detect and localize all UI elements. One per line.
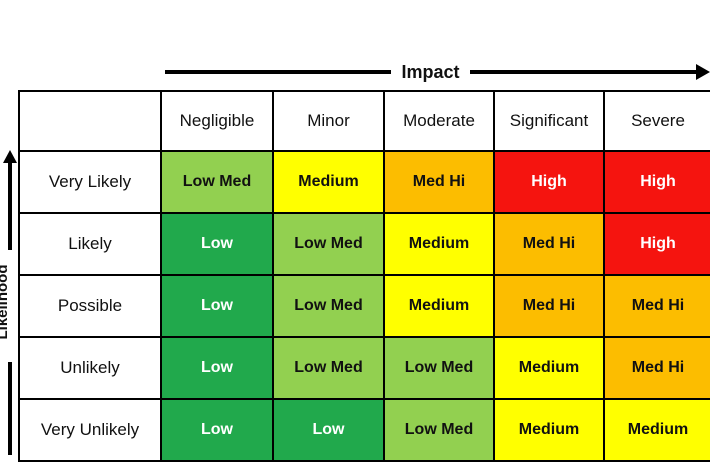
- impact-axis-arrowhead-icon: [696, 64, 710, 80]
- likelihood-axis-line-upper: [8, 162, 12, 250]
- matrix-row-very-unlikely: Very Unlikely Low Low Low Med Medium Med…: [18, 398, 710, 462]
- row-header-likely: Likely: [18, 212, 162, 276]
- risk-cell: Medium: [383, 274, 495, 338]
- impact-axis: Impact: [165, 60, 710, 84]
- impact-axis-line-right: [469, 70, 696, 74]
- column-header-row: Negligible Minor Moderate Significant Se…: [18, 90, 710, 152]
- risk-cell: Medium: [493, 336, 605, 400]
- risk-cell: Medium: [603, 398, 710, 462]
- risk-cell: Medium: [383, 212, 495, 276]
- column-header-moderate: Moderate: [383, 90, 495, 152]
- risk-cell: High: [603, 212, 710, 276]
- matrix-row-possible: Possible Low Low Med Medium Med Hi Med H…: [18, 274, 710, 338]
- risk-cell: Med Hi: [383, 150, 495, 214]
- impact-axis-label: Impact: [401, 61, 460, 82]
- impact-axis-line-left: [165, 70, 392, 74]
- risk-matrix-table: Negligible Minor Moderate Significant Se…: [18, 90, 710, 462]
- likelihood-axis-line-lower: [8, 362, 12, 455]
- matrix-row-unlikely: Unlikely Low Low Med Low Med Medium Med …: [18, 336, 710, 400]
- risk-cell: Low Med: [272, 212, 385, 276]
- risk-cell: Low: [160, 274, 274, 338]
- row-header-unlikely: Unlikely: [18, 336, 162, 400]
- column-header-minor: Minor: [272, 90, 385, 152]
- row-header-possible: Possible: [18, 274, 162, 338]
- column-header-negligible: Negligible: [160, 90, 274, 152]
- risk-cell: Low: [272, 398, 385, 462]
- matrix-row-likely: Likely Low Low Med Medium Med Hi High: [18, 212, 710, 276]
- risk-cell: Med Hi: [603, 274, 710, 338]
- risk-cell: High: [603, 150, 710, 214]
- risk-cell: Med Hi: [603, 336, 710, 400]
- row-header-very-unlikely: Very Unlikely: [18, 398, 162, 462]
- risk-cell: Low: [160, 336, 274, 400]
- risk-cell: Low Med: [383, 398, 495, 462]
- risk-cell: Low Med: [272, 336, 385, 400]
- corner-spacer: [18, 90, 162, 152]
- column-header-severe: Severe: [603, 90, 710, 152]
- column-header-significant: Significant: [493, 90, 605, 152]
- row-header-very-likely: Very Likely: [18, 150, 162, 214]
- risk-cell: High: [493, 150, 605, 214]
- risk-cell: Low: [160, 398, 274, 462]
- likelihood-axis: Likelihood: [0, 150, 22, 458]
- risk-cell: Low Med: [160, 150, 274, 214]
- risk-cell: Low Med: [383, 336, 495, 400]
- risk-cell: Medium: [493, 398, 605, 462]
- risk-cell: Medium: [272, 150, 385, 214]
- risk-cell: Low Med: [272, 274, 385, 338]
- matrix-row-very-likely: Very Likely Low Med Medium Med Hi High H…: [18, 150, 710, 214]
- risk-cell: Low: [160, 212, 274, 276]
- likelihood-axis-arrowhead-icon: [3, 150, 17, 163]
- likelihood-axis-label: Likelihood: [0, 264, 11, 340]
- risk-cell: Med Hi: [493, 274, 605, 338]
- risk-cell: Med Hi: [493, 212, 605, 276]
